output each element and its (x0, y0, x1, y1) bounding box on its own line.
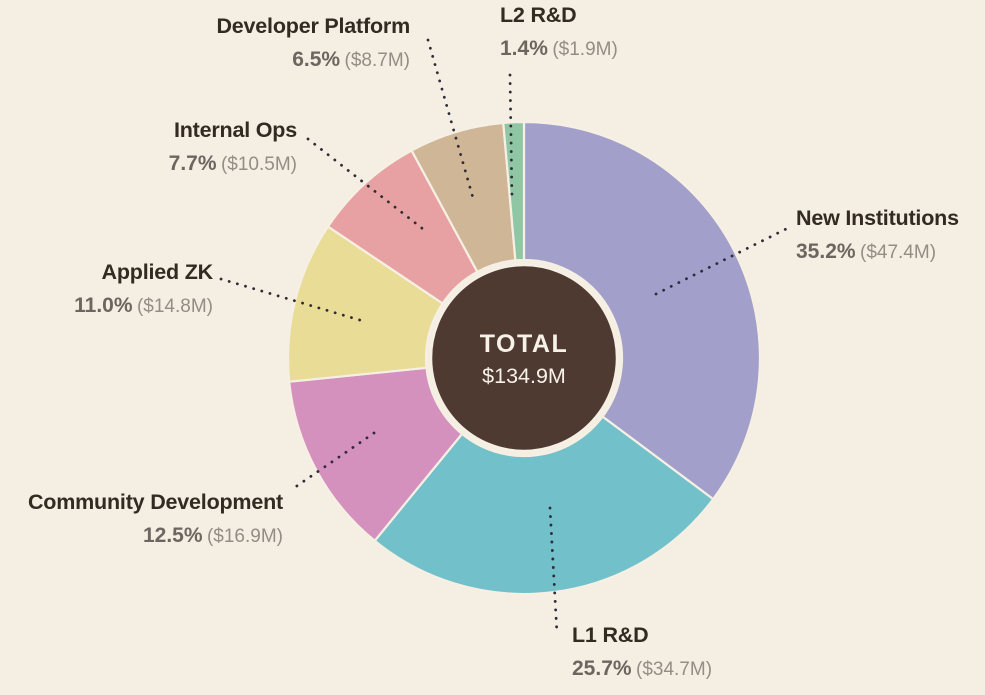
slice-pct: 1.4% (500, 37, 548, 60)
leader-line-developer-platform (426, 38, 475, 200)
leader-line-community-development (289, 431, 376, 492)
label-developer-platform: Developer Platform 6.5% ($8.7M) (216, 14, 410, 74)
slice-amount: ($34.7M) (636, 659, 713, 680)
leader-line-applied-zk (219, 277, 365, 323)
pie-slice-community-development (288, 366, 464, 542)
slice-name: L2 R&D (500, 3, 577, 27)
label-l2-rd: L2 R&D 1.4% ($1.9M) (500, 3, 618, 63)
slice-amount: ($47.4M) (860, 242, 937, 263)
label-applied-zk: Applied ZK 11.0% ($14.8M) (74, 260, 213, 320)
leader-line-l2-r-d (508, 73, 514, 201)
slice-amount: ($10.5M) (220, 154, 297, 175)
label-community-development: Community Development 12.5% ($16.9M) (28, 490, 283, 550)
slice-pct: 12.5% (142, 524, 203, 547)
leader-line-new-institutions (654, 226, 790, 296)
label-internal-ops: Internal Ops 7.7% ($10.5M) (168, 118, 298, 178)
slice-pct: 7.7% (168, 152, 217, 175)
pie-slice-l1-r-d (373, 415, 715, 596)
slice-amount: ($1.9M) (552, 39, 618, 60)
pie-slice-new-institutions (522, 120, 762, 501)
leader-line-internal-ops (306, 137, 425, 231)
slice-name: New Institutions (796, 206, 959, 230)
slice-amount: ($16.9M) (206, 526, 283, 547)
slice-name: Applied ZK (101, 260, 214, 284)
donut-center-circle (429, 263, 619, 453)
slice-amount: ($14.8M) (136, 296, 213, 317)
slice-name: Developer Platform (216, 14, 410, 38)
slice-pct: 35.2% (796, 240, 856, 263)
slice-amount: ($8.7M) (344, 50, 410, 71)
label-new-institutions: New Institutions 35.2% ($47.4M) (796, 206, 959, 266)
slice-name: L1 R&D (572, 623, 649, 647)
slice-pct: 11.0% (74, 294, 133, 317)
slice-name: Community Development (27, 490, 283, 514)
slice-pct: 6.5% (292, 48, 341, 71)
slice-pct: 25.7% (572, 657, 632, 680)
slice-name: Internal Ops (173, 118, 297, 142)
label-l1-rd: L1 R&D 25.7% ($34.7M) (572, 623, 712, 683)
pie-slice-l2-r-d (502, 120, 526, 262)
